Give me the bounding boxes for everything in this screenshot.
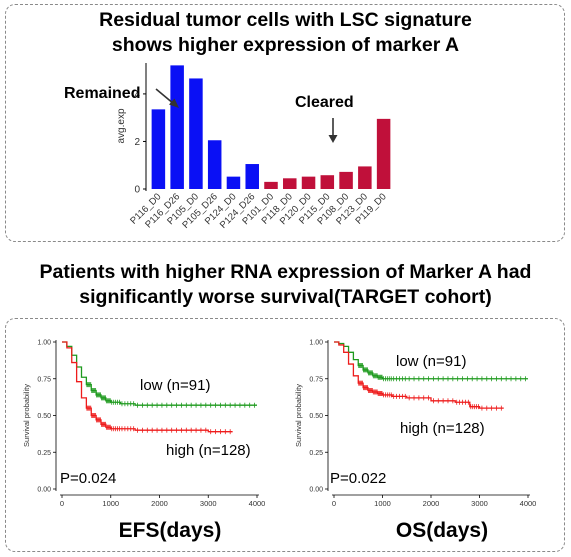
km-x-tick-label: 3000: [200, 499, 217, 508]
km-x-tick-label: 4000: [520, 499, 537, 508]
km-x-axis-label: OS(days): [396, 519, 488, 542]
km-x-tick-label: 2000: [423, 499, 440, 508]
bar: [358, 166, 372, 189]
arrow-head: [328, 135, 338, 143]
bar: [283, 178, 297, 189]
km-x-tick-label: 3000: [471, 499, 488, 508]
top-heading-line1: Residual tumor cells with LSC signature: [99, 9, 472, 31]
km-y-axis-label: Survival probability: [294, 384, 303, 447]
bar-y-tick-label: 0: [134, 185, 140, 196]
top-heading-line2: shows higher expression of marker A: [111, 34, 460, 56]
km-y-tick-label: 0.25: [37, 450, 51, 457]
bottom-heading-line1: Patients with higher RNA expression of M…: [39, 261, 532, 283]
km-legend-low: low (n=91): [396, 353, 466, 370]
bar: [339, 171, 353, 189]
km-y-tick-label: 0.75: [37, 376, 51, 383]
km-y-tick-label: 0.50: [309, 413, 323, 420]
km-curve-high: [62, 341, 233, 433]
km-x-tick-label: 0: [60, 499, 64, 508]
km-y-axis-label: Survival probability: [22, 384, 31, 447]
bar: [376, 118, 391, 189]
arrow-head: [169, 98, 179, 108]
km-x-tick-label: 2000: [151, 499, 168, 508]
km-y-tick-label: 1.00: [37, 340, 51, 347]
top-panel: [5, 4, 565, 242]
km-x-tick-label: 1000: [102, 499, 119, 508]
top-panel-heading: Residual tumor cells with LSC signature …: [0, 8, 571, 58]
annotation-cleared: Cleared: [295, 94, 354, 111]
bar: [320, 175, 335, 189]
km-x-axis-label: EFS(days): [119, 519, 222, 542]
km-y-tick-label: 0.75: [309, 376, 323, 383]
km-y-tick-label: 0.00: [37, 487, 51, 494]
annotation-arrow-remained: [155, 88, 175, 105]
km-legend-high: high (n=128): [166, 442, 251, 459]
bar-y-tick-label: 2: [134, 137, 140, 148]
annotation-remained: Remained: [64, 85, 140, 102]
km-y-tick-label: 0.50: [37, 413, 51, 420]
bar: [207, 140, 222, 189]
km-x-tick-label: 4000: [249, 499, 266, 508]
bar: [301, 176, 316, 189]
bar: [264, 181, 278, 189]
km-x-tick-label: 0: [332, 499, 336, 508]
bottom-heading-line2: significantly worse survival(TARGET coho…: [79, 286, 492, 308]
km-legend-low: low (n=91): [140, 377, 210, 394]
bar: [189, 78, 203, 189]
km-x-tick-label: 1000: [374, 499, 391, 508]
bar: [245, 164, 259, 189]
km-legend-high: high (n=128): [400, 420, 485, 437]
bar-y-axis-label: avg.exp: [116, 108, 127, 143]
bar: [170, 65, 184, 189]
km-y-tick-label: 0.00: [309, 487, 323, 494]
bottom-panel: [5, 318, 565, 552]
km-pvalue: P=0.024: [60, 470, 116, 487]
bar: [151, 109, 166, 189]
km-curve-low: [62, 341, 257, 406]
bar-y-tick-label: 4: [134, 89, 140, 100]
bar: [226, 176, 241, 189]
km-y-tick-label: 0.25: [309, 450, 323, 457]
bottom-panel-heading: Patients with higher RNA expression of M…: [0, 260, 571, 310]
km-pvalue: P=0.022: [330, 470, 386, 487]
km-y-tick-label: 1.00: [309, 340, 323, 347]
